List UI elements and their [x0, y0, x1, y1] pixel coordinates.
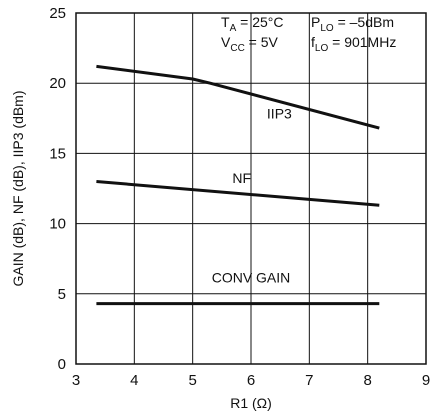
annotation-vcc: VCC = 5V — [221, 34, 279, 54]
gridlines — [76, 13, 426, 364]
series-label-iip3: IIP3 — [267, 105, 292, 121]
x-tick-label: 7 — [305, 372, 313, 389]
series-label-conv-gain: CONV GAIN — [212, 270, 291, 286]
x-tick-label: 9 — [422, 372, 430, 389]
x-tick-label: 8 — [363, 372, 371, 389]
y-tick-label: 25 — [49, 5, 66, 22]
x-tick-label: 5 — [188, 372, 196, 389]
y-tick-label: 10 — [49, 216, 66, 233]
x-axis-title: R1 (Ω) — [230, 395, 272, 411]
series-lines — [96, 64, 380, 306]
series-label-nf: NF — [232, 170, 251, 186]
y-tick-label: 20 — [49, 75, 66, 92]
y-tick-labels: 0 5 10 15 20 25 — [49, 5, 66, 373]
x-tick-labels: 3 4 5 6 7 8 9 — [72, 372, 430, 389]
annotation-plo: PLO = –5dBm — [311, 14, 394, 34]
series-line-iip3 — [96, 64, 380, 130]
x-tick-label: 4 — [130, 372, 138, 389]
series-line-nf — [96, 180, 380, 207]
y-tick-label: 0 — [58, 356, 66, 373]
annotation-flo: fLO = 901MHz — [311, 34, 396, 54]
x-tick-label: 6 — [247, 372, 255, 389]
y-tick-label: 5 — [58, 286, 66, 303]
plot-frame — [75, 12, 427, 365]
y-tick-label: 15 — [49, 145, 66, 162]
x-tick-label: 3 — [72, 372, 80, 389]
y-axis-title: GAIN (dB), NF (dB), IIP3 (dBm) — [10, 90, 26, 286]
series-labels: IIP3 NF CONV GAIN — [212, 105, 292, 285]
annotation-ta: TA = 25°C — [221, 14, 283, 34]
